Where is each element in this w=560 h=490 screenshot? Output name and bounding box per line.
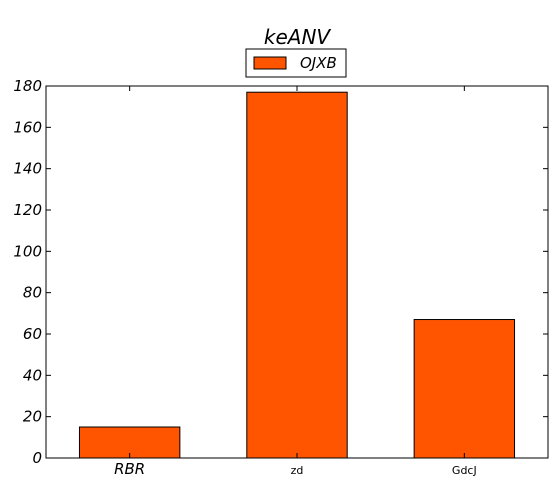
legend-label-OJXB: OJXB [300, 54, 337, 72]
y-tick-label-160: 160 [13, 118, 42, 136]
y-tick-label-0: 0 [32, 449, 42, 467]
plot-frame [45, 85, 549, 459]
y-tick-label-40: 40 [23, 366, 42, 384]
x-tick-label-RBR: RBR [114, 460, 145, 478]
y-tick-label-100: 100 [13, 242, 42, 260]
x-tick-label-GdcJ: GdcJ [452, 464, 477, 477]
y-axis: 0 20 40 60 80 100 120 140 160 180 [13, 77, 548, 467]
x-tick-label-zd: zd [291, 464, 304, 477]
y-tick-label-60: 60 [23, 325, 42, 343]
y-tick-label-80: 80 [23, 284, 42, 302]
y-tick-label-20: 20 [23, 408, 42, 426]
y-tick-label-180: 180 [13, 77, 42, 95]
bar-zd [246, 91, 348, 459]
legend-swatch-OJXB [253, 56, 287, 70]
legend: OJXB [245, 48, 347, 78]
bar-GdcJ [413, 319, 516, 459]
x-axis: RBR zd GdcJ [114, 86, 477, 478]
y-tick-label-120: 120 [13, 201, 42, 219]
y-tick-label-140: 140 [13, 160, 42, 178]
bars-group [78, 91, 516, 459]
bar-RBR [78, 426, 181, 459]
chart-title: keANV [264, 25, 332, 49]
